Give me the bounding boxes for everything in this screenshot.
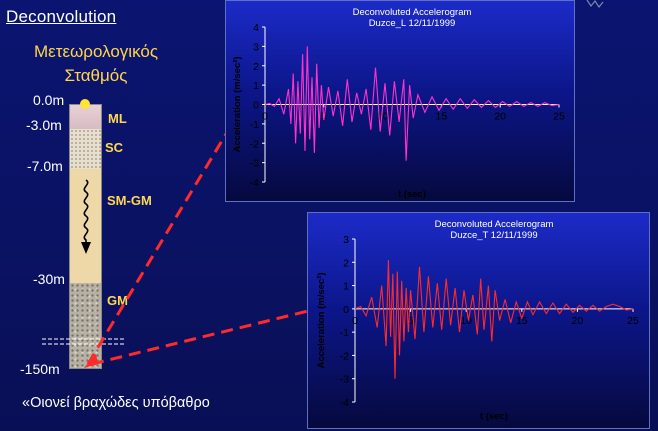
x-tick-label: 15 [436, 111, 448, 123]
bedrock-note: «Οιονεί βραχώδες υπόβαθρο [22, 395, 210, 411]
y-tick-label: 2 [253, 61, 259, 73]
series-line [354, 259, 634, 379]
station-marker-dot [80, 99, 90, 109]
y-tick-label: -2 [340, 350, 349, 362]
chart-title: Deconvoluted Accelerogram [353, 7, 472, 18]
layer-label-sm-gm: SM-GM [107, 193, 152, 208]
chart-title: Deconvoluted Accelerogram [435, 219, 554, 230]
chart-subtitle: Duzce_T 12/11/1999 [450, 230, 537, 241]
station-line-1: Μετεωρολογικός [33, 42, 159, 61]
depth-label-3m: -3.0m [26, 117, 62, 133]
soil-column [69, 104, 102, 369]
x-tick-label: 25 [627, 315, 639, 327]
station-line-2: Σταθμός [64, 66, 128, 85]
chart-panel-T: Deconvoluted Accelerogram Duzce_T 12/11/1… [307, 212, 650, 429]
y-tick-label: -2 [250, 138, 259, 150]
x-axis-label: t (sec) [398, 189, 426, 200]
x-tick-label: 15 [516, 315, 528, 327]
y-axis-label: Acceleration (m/sec²) [316, 272, 327, 368]
bedrock-dashed-marker [42, 338, 126, 345]
x-axis-label: t (sec) [480, 411, 508, 422]
chart-panel-L: Deconvoluted Accelerogram Duzce_L 12/11/1… [225, 0, 575, 202]
y-tick-label: -3 [340, 374, 349, 386]
x-tick-label: 20 [572, 315, 584, 327]
depth-label-150m: -150m [20, 361, 60, 377]
layer-label-sc: SC [105, 140, 124, 155]
y-axis-label: Acceleration (m/sec²) [232, 56, 243, 152]
slide-title: Deconvolution [6, 7, 117, 26]
y-tick-label: 2 [343, 257, 349, 269]
station-heading: Μετεωρολογικός Σταθμός [18, 40, 174, 88]
y-tick-label: 3 [253, 41, 259, 53]
layer-label-gm: GM [107, 293, 128, 308]
y-tick-label: 0 [253, 100, 259, 112]
depth-label-0m: 0.0m [33, 92, 65, 108]
x-tick-label: 10 [377, 111, 389, 123]
depth-label-30m: -30m [33, 271, 65, 287]
y-tick-label: -1 [250, 119, 259, 131]
layer-ml [70, 105, 101, 129]
x-tick-label: 10 [460, 315, 472, 327]
y-tick-label: -3 [250, 158, 259, 170]
y-tick-label: 0 [343, 304, 349, 316]
depth-label-7m: -7.0m [27, 158, 63, 174]
layer-label-ml: ML [108, 111, 127, 126]
y-tick-label: 1 [343, 281, 349, 293]
wave-down-arrow-icon [81, 179, 91, 254]
y-tick-label: -1 [340, 327, 349, 339]
y-tick-label: -4 [250, 177, 259, 189]
y-tick-label: -4 [340, 397, 349, 409]
x-tick-label: 25 [553, 111, 565, 123]
series-line [264, 46, 560, 161]
x-tick-label: 0 [352, 315, 358, 327]
chart-subtitle: Duzce_L 12/11/1999 [369, 18, 456, 29]
layer-gm [70, 283, 101, 368]
x-tick-label: 5 [408, 315, 414, 327]
y-tick-label: 3 [343, 234, 349, 246]
x-tick-label: 20 [494, 111, 506, 123]
x-tick-label: 0 [262, 111, 268, 123]
layer-sc [70, 129, 101, 169]
corner-decoration-icon [586, 0, 604, 9]
arrow-head-icon [84, 354, 98, 368]
y-tick-label: 1 [253, 80, 259, 92]
y-tick-label: 4 [253, 22, 259, 34]
